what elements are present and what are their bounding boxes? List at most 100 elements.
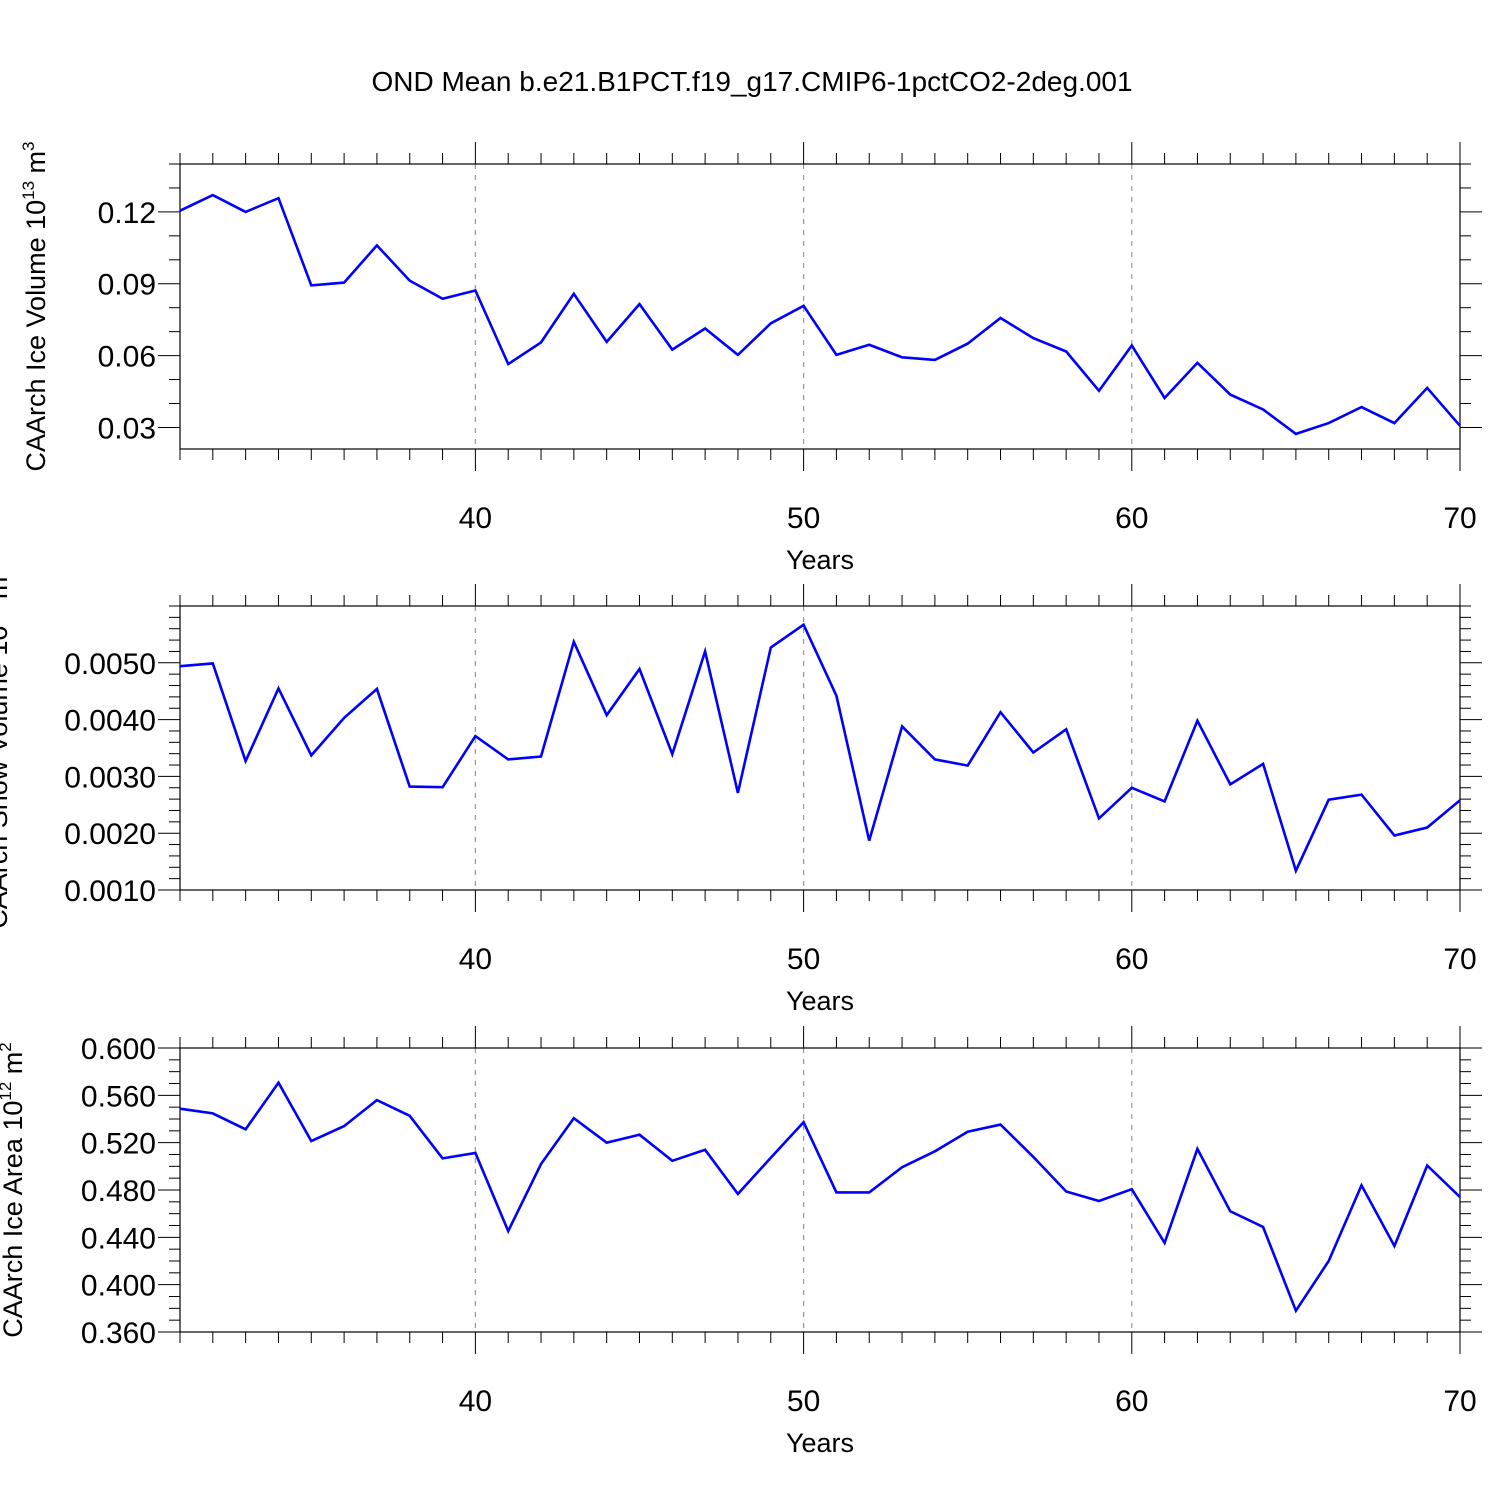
ice-area-x-tick-label: 70 <box>1443 1385 1476 1418</box>
ice-volume-y-tick-label: 0.12 <box>98 197 156 230</box>
ice-volume-data-point <box>802 304 806 308</box>
snow-volume-data-point <box>867 839 871 843</box>
snow-volume-x-tick-label: 40 <box>459 943 492 976</box>
ice-area-data-point <box>539 1162 543 1166</box>
ice-volume-data-point <box>276 196 280 200</box>
ice-volume-plot-frame <box>179 163 1461 450</box>
ice-area-data-point <box>1261 1225 1265 1229</box>
ice-area-data-point <box>867 1190 871 1194</box>
ice-area-y-axis-title-main: CAArch Ice Area 10 <box>0 1101 28 1338</box>
ice-area-data-point <box>178 1107 182 1111</box>
snow-volume-y-tick-label: 0.0050 <box>64 648 156 681</box>
ice-area-data-point <box>1327 1259 1331 1263</box>
ice-volume-x-axis-title: Years <box>786 545 854 575</box>
ice-volume-x-tick-label: 40 <box>459 502 492 535</box>
snow-volume-data-point <box>966 764 970 768</box>
ice-volume-x-tick-label: 60 <box>1115 502 1148 535</box>
snow-volume-data-point <box>769 645 773 649</box>
ice-volume-data-point <box>309 283 313 287</box>
ice-volume-data-point <box>736 353 740 357</box>
snow-volume-data-point <box>276 686 280 690</box>
ice-area-y-tick-label: 0.600 <box>81 1033 156 1066</box>
ice-volume-data-point <box>178 209 182 213</box>
ice-area-data-point <box>637 1133 641 1137</box>
snow-volume-data-point <box>211 661 215 665</box>
ice-volume-data-point <box>933 358 937 362</box>
snow-volume-data-point <box>178 664 182 668</box>
ice-volume-data-point <box>670 348 674 352</box>
ice-area-data-point <box>441 1156 445 1160</box>
snow-volume-data-point <box>1195 719 1199 723</box>
ice-volume-data-point <box>867 343 871 347</box>
ice-area-y-tick-label: 0.400 <box>81 1270 156 1303</box>
ice-area-x-axis-title: Years <box>786 1428 854 1458</box>
snow-volume-data-point <box>605 713 609 717</box>
ice-area-data-point <box>736 1192 740 1196</box>
snow-volume-y-tick-label: 0.0010 <box>64 875 156 908</box>
snow-volume-data-point <box>1425 826 1429 830</box>
ice-area-data-point <box>1294 1309 1298 1313</box>
snow-volume-plot-frame <box>179 605 1461 891</box>
ice-area-series-line <box>179 1080 1461 1314</box>
ice-volume-data-point <box>769 321 773 325</box>
ice-area-data-point <box>1425 1164 1429 1168</box>
snow-volume-data-point <box>1392 833 1396 837</box>
ice-area-y-tick-label: 0.480 <box>81 1175 156 1208</box>
ice-area-data-point <box>605 1141 609 1145</box>
snow-volume-data-point <box>1458 798 1462 802</box>
snow-volume-data-point <box>506 757 510 761</box>
ice-volume-data-point <box>1228 393 1232 397</box>
ice-volume-data-point <box>834 353 838 357</box>
snow-volume-panel: 40 50 60 70 Years 0.0010 0.0020 0.0030 0.0040 0.0… <box>0 567 1482 1016</box>
snow-volume-data-point <box>1097 816 1101 820</box>
ice-area-data-point <box>211 1111 215 1115</box>
snow-volume-y-tick-label: 0.0040 <box>64 705 156 738</box>
snow-volume-data-point <box>736 791 740 795</box>
snow-volume-y-axis-title: CAArch Snow Volume 1013 m3 <box>0 567 13 929</box>
ice-volume-data-point <box>539 340 543 344</box>
ice-volume-y-axis-title-exp: 13 <box>19 181 38 200</box>
snow-volume-data-point <box>670 752 674 756</box>
ice-volume-y-axis-title: CAArch Ice Volume 1013 m3 <box>19 141 51 471</box>
ice-volume-data-point <box>999 316 1003 320</box>
ice-area-data-point <box>900 1165 904 1169</box>
ice-volume-data-point <box>211 193 215 197</box>
ice-area-y-axis-title-unit-exp: 2 <box>0 1042 15 1051</box>
ice-area-panel: 40 50 60 70 Years 0.360 0.400 0.440 0.480 0.520 0.… <box>0 1026 1482 1458</box>
snow-volume-data-point <box>408 785 412 789</box>
ice-area-data-point <box>1228 1209 1232 1213</box>
ice-volume-y-axis-title-unit-exp: 3 <box>19 141 38 150</box>
snow-volume-data-point <box>1360 793 1364 797</box>
ice-volume-data-point <box>605 340 609 344</box>
snow-volume-data-point <box>900 724 904 728</box>
ice-volume-y-axis-title-main: CAArch Ice Volume 10 <box>21 200 51 472</box>
snow-volume-data-point <box>1031 751 1035 755</box>
ice-volume-data-point <box>703 327 707 331</box>
ice-area-x-tick-label: 50 <box>787 1385 820 1418</box>
snow-volume-data-point <box>999 710 1003 714</box>
ice-area-data-point <box>703 1148 707 1152</box>
ice-volume-data-point <box>637 302 641 306</box>
ice-area-data-point <box>1130 1187 1134 1191</box>
snow-volume-y-axis-title-main: CAArch Snow Volume 10 <box>0 626 13 929</box>
ice-volume-x-tick-label: 50 <box>787 502 820 535</box>
snow-volume-data-point <box>1261 762 1265 766</box>
ice-volume-data-point <box>1392 421 1396 425</box>
ice-area-data-point <box>342 1124 346 1128</box>
ice-volume-data-point <box>473 288 477 292</box>
snow-volume-data-point <box>802 623 806 627</box>
ice-area-data-point <box>834 1190 838 1194</box>
ice-volume-series-line <box>179 193 1461 436</box>
ice-area-data-point <box>572 1116 576 1120</box>
ice-volume-data-point <box>375 243 379 247</box>
ice-area-y-tick-label: 0.360 <box>81 1317 156 1350</box>
snow-volume-y-axis-title-unit: m <box>0 577 13 607</box>
ice-area-data-point <box>933 1149 937 1153</box>
ice-area-y-axis-title-unit: m <box>0 1052 28 1082</box>
ice-volume-data-point <box>1064 350 1068 354</box>
snow-volume-data-point <box>441 785 445 789</box>
snow-volume-data-point <box>933 757 937 761</box>
ice-area-y-axis-title-exp: 12 <box>0 1082 15 1101</box>
snow-volume-data-point <box>1064 727 1068 731</box>
